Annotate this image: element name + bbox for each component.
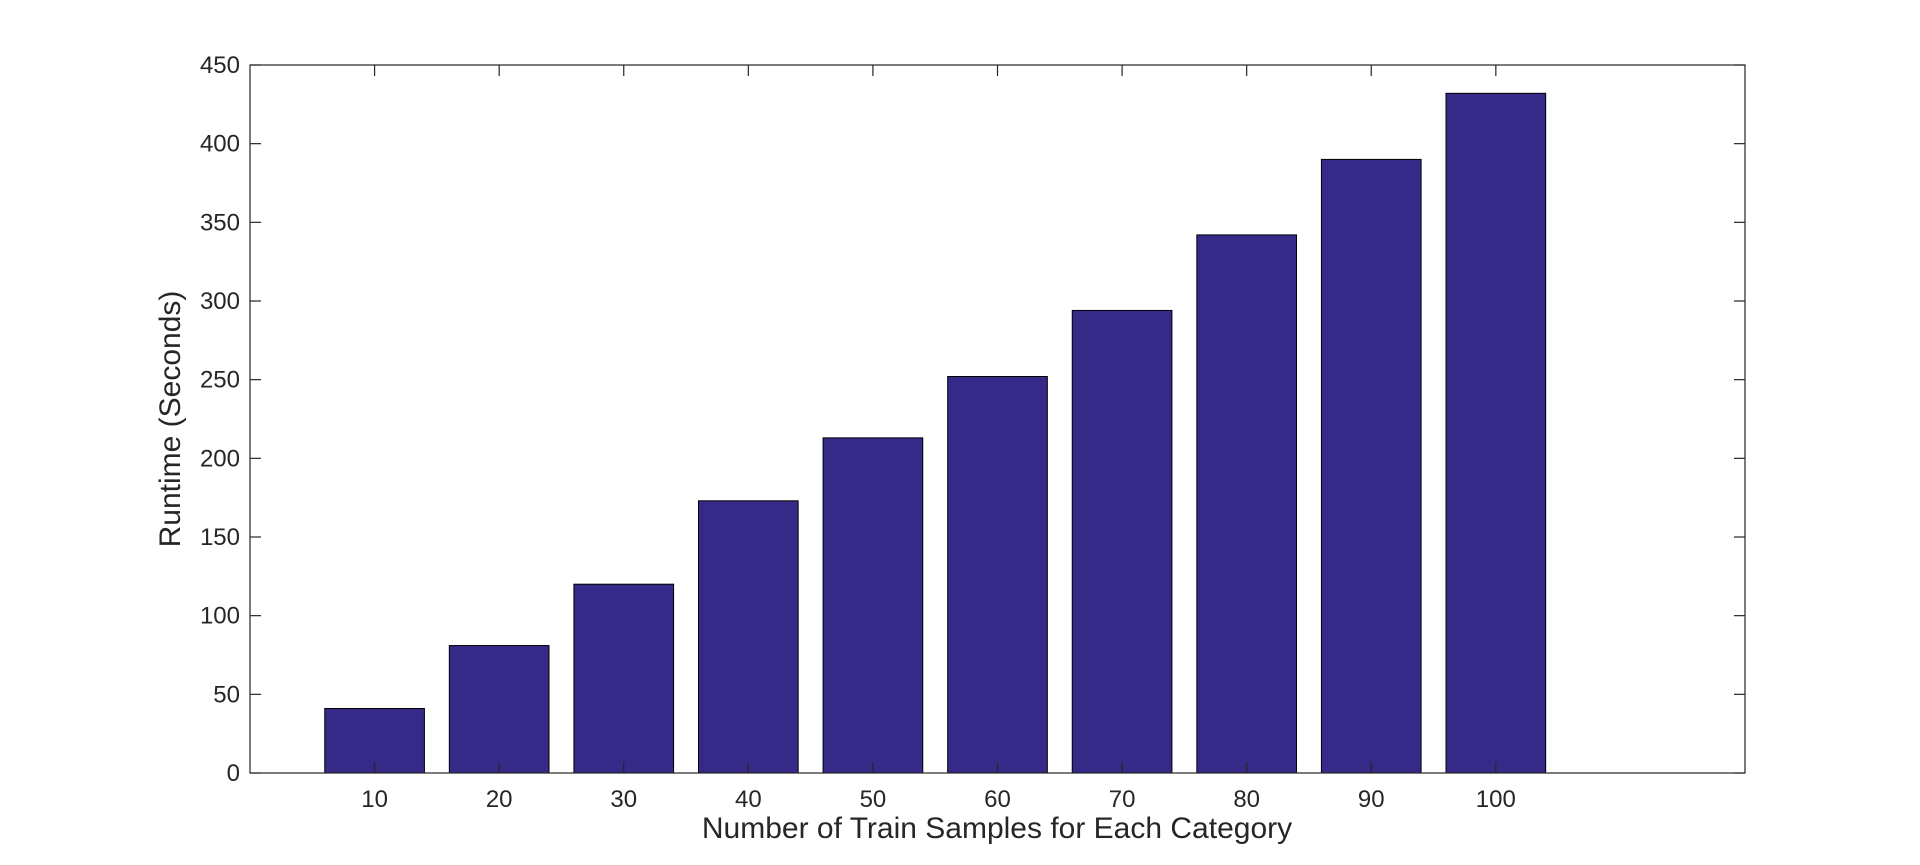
x-tick-label: 100: [1476, 786, 1516, 813]
x-tick-label: 90: [1358, 786, 1385, 813]
y-axis-label: Runtime (Seconds): [154, 291, 187, 548]
y-tick-label: 100: [200, 603, 240, 630]
bar-90: [1320, 158, 1422, 774]
x-tick-label: 30: [610, 786, 637, 813]
y-tick-label: 250: [200, 367, 240, 394]
y-tick-label: 50: [213, 681, 240, 708]
bars-group: [324, 92, 1547, 774]
y-tick-label: 200: [200, 445, 240, 472]
y-tick-labels: 0 50 100 150 200 250 300 350 400 450: [200, 52, 240, 787]
y-tick-label: 150: [200, 524, 240, 551]
bar-80: [1196, 234, 1298, 774]
x-tick-label: 40: [735, 786, 762, 813]
bar-20: [448, 645, 550, 774]
bar-50: [822, 437, 924, 774]
bar-40: [698, 500, 799, 774]
y-tick-label: 400: [200, 131, 240, 158]
bar-70: [1071, 309, 1173, 774]
x-tick-label: 10: [361, 786, 388, 813]
x-tick-label: 60: [984, 786, 1011, 813]
x-tick-label: 50: [860, 786, 887, 813]
x-tick-label: 80: [1233, 786, 1260, 813]
x-tick-label: 20: [486, 786, 513, 813]
y-tick-label: 300: [200, 288, 240, 315]
bar-30: [573, 583, 675, 774]
y-tick-label: 0: [227, 760, 240, 787]
bar-100: [1445, 92, 1547, 774]
x-tick-labels: 10 20 30 40 50 60 70 80 90 100: [361, 786, 1516, 813]
y-tick-label: 450: [200, 52, 240, 79]
x-tick-label: 70: [1109, 786, 1136, 813]
y-tick-label: 350: [200, 209, 240, 236]
axes-box: [249, 64, 1746, 774]
x-axis-label: Number of Train Samples for Each Categor…: [702, 812, 1292, 845]
bar-60: [947, 376, 1048, 774]
